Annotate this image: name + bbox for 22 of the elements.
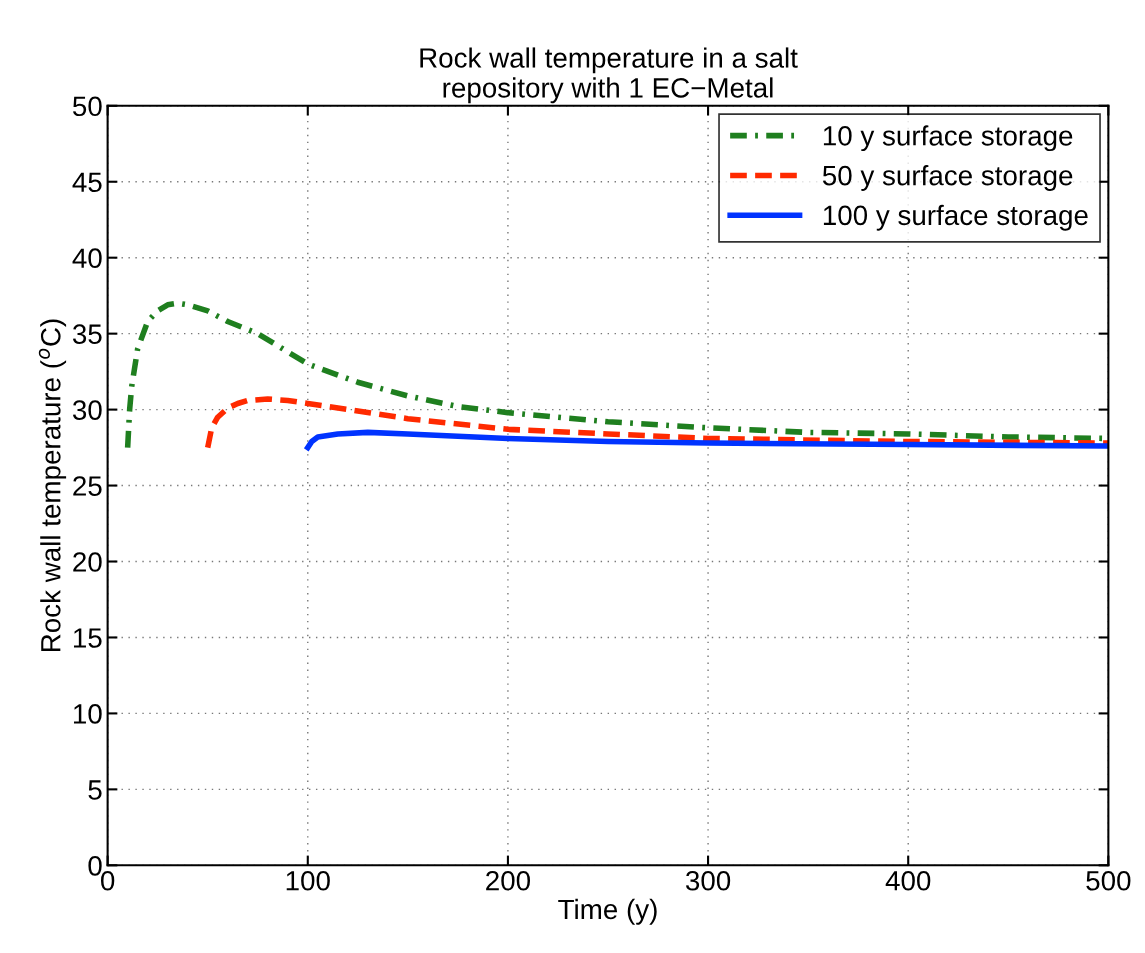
legend-label: 100 y surface storage bbox=[823, 204, 1088, 231]
x-tick-label: 200 bbox=[486, 870, 531, 891]
y-tick-label: 50 bbox=[72, 96, 102, 117]
y-tick-label: 30 bbox=[72, 400, 102, 420]
y-tick-label: 40 bbox=[72, 248, 102, 269]
x-tick-label: 300 bbox=[685, 870, 731, 891]
y-tick-label: 15 bbox=[73, 628, 102, 648]
x-axis-title: Time (y) bbox=[558, 898, 657, 925]
chart-title: Rock wall temperature in a salt repository with 1 EC−Metal bbox=[420, 47, 798, 104]
legend-label: 50 y surface storage bbox=[822, 165, 1073, 191]
y-tick-label: 10 bbox=[73, 704, 102, 724]
x-tick-label: 100 bbox=[286, 870, 330, 891]
y-tick-label: 20 bbox=[73, 552, 102, 572]
y-axis-title: Rock wall temperature ($^{o}$C) bbox=[38, 319, 67, 652]
y-tick-label: 35 bbox=[72, 324, 102, 344]
y-tick-label: 25 bbox=[73, 476, 102, 496]
legend-label: 10 y surface storage bbox=[823, 125, 1073, 152]
y-tick-label: 45 bbox=[72, 172, 102, 193]
x-tick-label: 400 bbox=[885, 870, 931, 891]
x-tick-label: 500 bbox=[1086, 870, 1131, 891]
y-tick-label: 5 bbox=[88, 780, 102, 800]
y-tick-label: 0 bbox=[88, 855, 102, 876]
